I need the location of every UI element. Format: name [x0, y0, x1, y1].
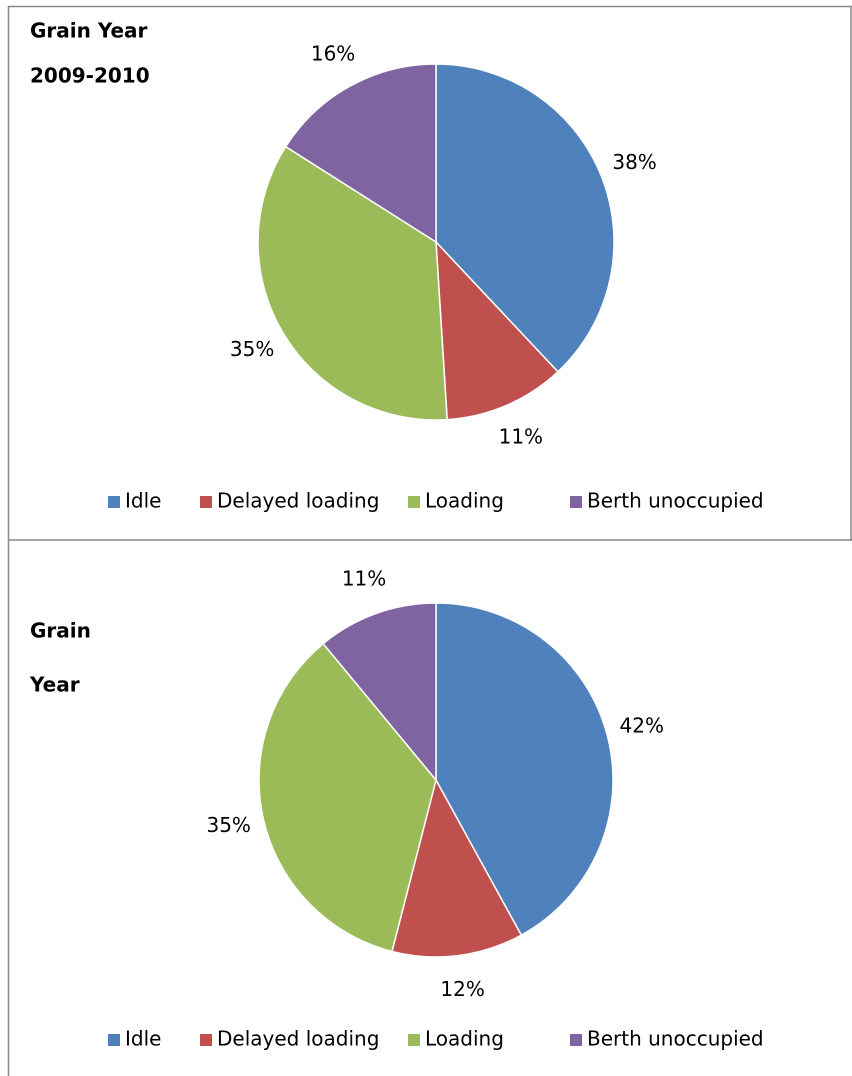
data-label: 16% — [311, 41, 355, 65]
data-label: 38% — [612, 150, 656, 174]
legend-swatch — [570, 496, 582, 508]
pie-slice — [257, 145, 448, 421]
data-label: 35% — [206, 813, 250, 837]
pie-slice — [284, 63, 437, 244]
data-label: 42% — [620, 714, 664, 738]
legend-label: Delayed loading — [217, 489, 379, 513]
legend-swatch — [108, 496, 120, 508]
legend-swatch — [570, 1034, 582, 1046]
data-label: 35% — [230, 337, 274, 361]
chart-title: 2009-2010 — [30, 64, 150, 88]
data-label: 11% — [342, 567, 386, 591]
legend-label: Delayed loading — [217, 1027, 379, 1051]
chart-title: Grain Year — [30, 19, 148, 43]
chart-title: Year — [29, 673, 80, 697]
legend-swatch — [200, 496, 212, 508]
legend-label: Idle — [125, 489, 161, 513]
legend-label: Loading — [425, 1027, 504, 1051]
pie-slice — [435, 602, 614, 937]
data-label: 11% — [499, 425, 543, 449]
pie-slice — [435, 239, 559, 421]
pie-slice — [391, 777, 523, 958]
legend-label: Loading — [425, 489, 504, 513]
chart-title: Grain — [30, 619, 91, 643]
pie-slice — [435, 63, 615, 373]
data-label: 12% — [440, 977, 484, 1001]
legend-swatch — [408, 1034, 420, 1046]
legend-swatch — [108, 1034, 120, 1046]
pie-slice — [322, 602, 437, 783]
legend-swatch — [408, 496, 420, 508]
legend-label: Idle — [125, 1027, 161, 1051]
legend-label: Berth unoccupied — [587, 489, 764, 513]
legend-label: Berth unoccupied — [587, 1027, 764, 1051]
pie-slice — [258, 642, 437, 953]
legend-swatch — [200, 1034, 212, 1046]
